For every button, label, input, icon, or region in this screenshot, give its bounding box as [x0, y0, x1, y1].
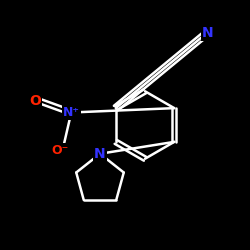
Text: N: N [202, 26, 213, 40]
Text: O⁻: O⁻ [52, 144, 68, 156]
Text: N⁺: N⁺ [63, 106, 80, 119]
Text: O: O [29, 94, 41, 108]
Text: N: N [94, 147, 106, 161]
